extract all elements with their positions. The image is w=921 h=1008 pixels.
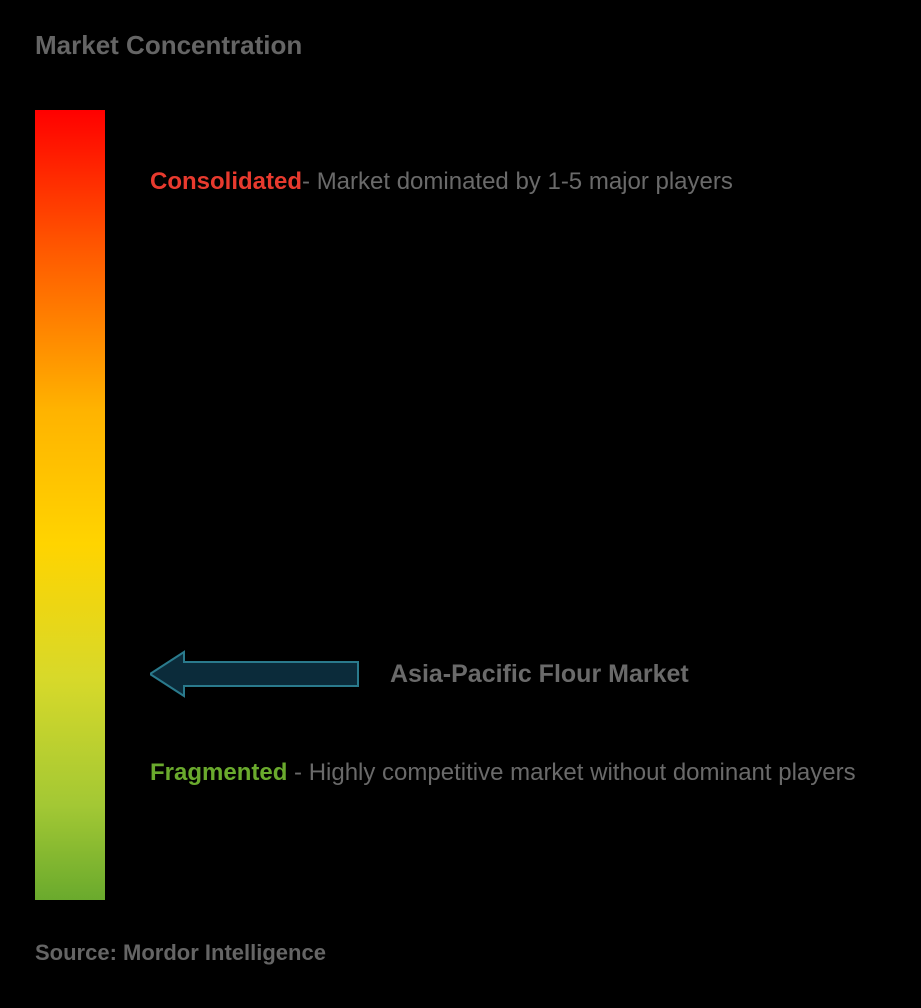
market-name: Asia-Pacific Flour Market	[390, 660, 689, 689]
content-area: Consolidated- Market dominated by 1-5 ma…	[150, 110, 881, 900]
consolidated-separator: -	[302, 168, 317, 195]
page-title: Market Concentration	[35, 30, 302, 61]
arrow-left-icon	[150, 650, 360, 698]
fragmented-label: Fragmented	[150, 759, 287, 786]
fragmented-block: Fragmented - Highly competitive market w…	[150, 750, 881, 796]
fragmented-desc: Highly competitive market without domina…	[309, 759, 856, 786]
consolidated-desc: Market dominated by 1-5 major players	[317, 168, 733, 195]
arrow-row: Asia-Pacific Flour Market	[150, 650, 881, 698]
consolidated-block: Consolidated- Market dominated by 1-5 ma…	[150, 168, 881, 196]
concentration-gradient-bar	[35, 110, 105, 900]
consolidated-label: Consolidated	[150, 168, 302, 195]
fragmented-separator: -	[287, 759, 308, 786]
source-attribution: Source: Mordor Intelligence	[35, 940, 326, 966]
